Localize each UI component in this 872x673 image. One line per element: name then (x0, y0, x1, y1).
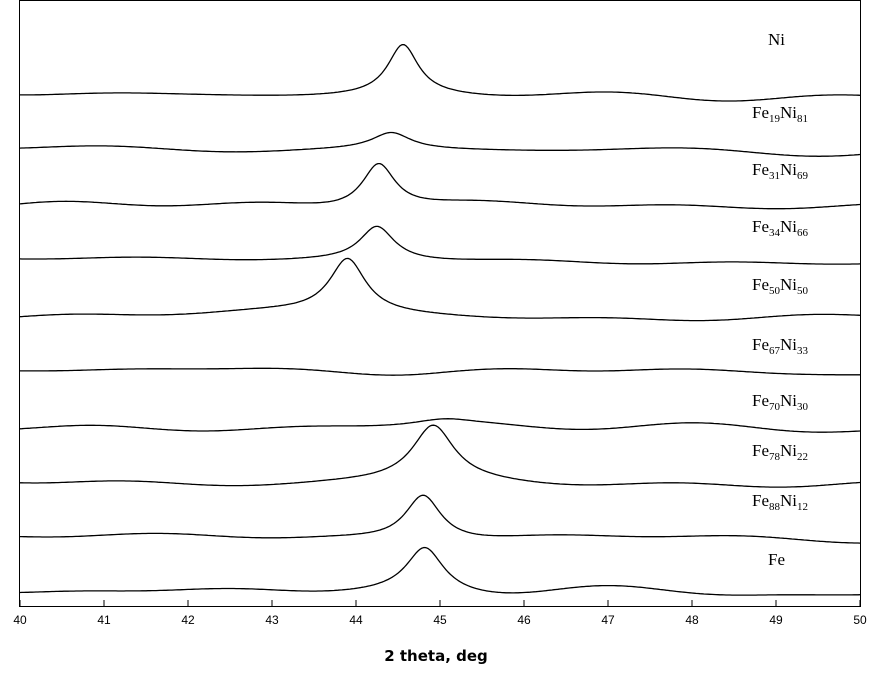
x-tick-label: 40 (13, 613, 27, 627)
series-line-fe (19, 546, 861, 596)
series-label-fe67ni33: Fe67Ni33 (752, 335, 809, 357)
series-line-fe31ni69 (19, 162, 861, 210)
series-line-ni (20, 43, 861, 102)
x-axis-ticks: 40 41 42 43 44 45 46 47 48 49 50 (13, 600, 867, 627)
series-label-fe50ni50: Fe50Ni50 (752, 275, 809, 297)
series-label-fe19ni81: Fe19Ni81 (752, 103, 808, 125)
x-tick-label: 50 (853, 613, 867, 627)
x-axis-label: 2 theta, deg (384, 647, 488, 665)
series-label-ni: Ni (768, 30, 785, 49)
x-tick-label: 49 (769, 613, 783, 627)
x-tick-label: 41 (97, 613, 111, 627)
series-line-fe34ni66 (19, 225, 861, 265)
x-tick-label: 48 (685, 613, 699, 627)
series-label-fe88ni12: Fe88Ni12 (752, 491, 808, 513)
series-line-fe19ni81 (19, 131, 861, 157)
series-line-fe70ni30 (19, 418, 861, 433)
series-labels: Ni Fe19Ni81 Fe31Ni69 Fe34Ni66 Fe50Ni50 Fe67Ni… (752, 30, 809, 569)
x-tick-label: 43 (265, 613, 279, 627)
x-tick-label: 47 (601, 613, 615, 627)
series-line-fe78ni22 (20, 424, 861, 488)
series-label-fe31ni69: Fe31Ni69 (752, 160, 809, 182)
series-label-fe78ni22: Fe78Ni22 (752, 441, 808, 463)
series-line-fe67ni33 (20, 367, 860, 376)
series-label-fe34ni66: Fe34Ni66 (752, 217, 809, 239)
plot-frame (19, 0, 861, 607)
series-line-fe50ni50 (19, 257, 861, 322)
x-tick-label: 42 (181, 613, 195, 627)
x-tick-label: 46 (517, 613, 531, 627)
x-tick-label: 44 (349, 613, 363, 627)
series-label-fe70ni30: Fe70Ni30 (752, 391, 809, 413)
series-traces (19, 43, 861, 596)
x-tick-label: 45 (433, 613, 447, 627)
series-label-fe: Fe (768, 550, 785, 569)
series-line-fe88ni12 (20, 494, 861, 544)
